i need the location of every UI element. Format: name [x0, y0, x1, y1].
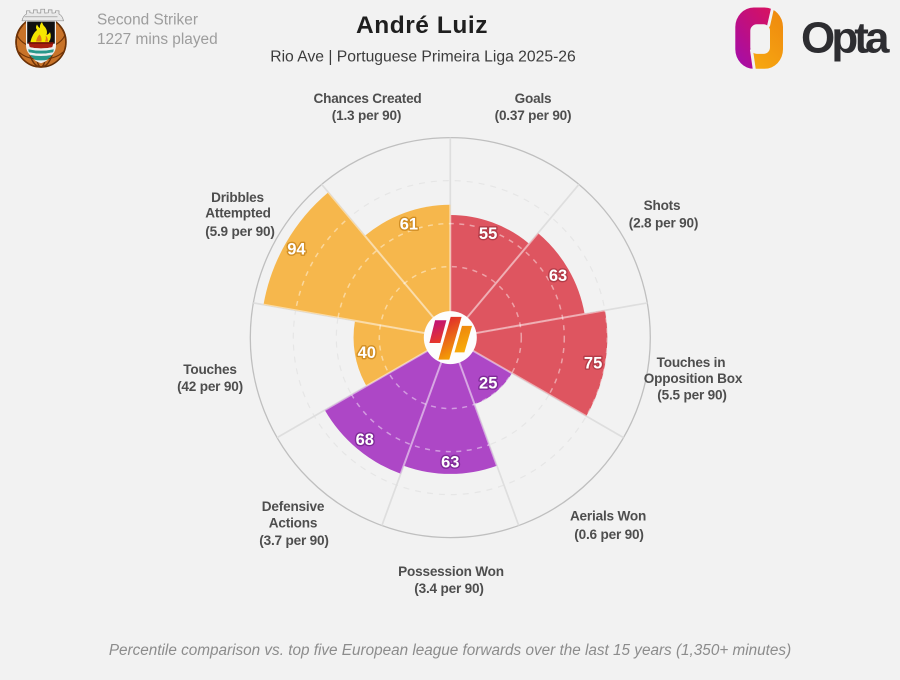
svg-text:68: 68: [356, 431, 374, 449]
svg-text:1227 mins played: 1227 mins played: [97, 31, 218, 48]
svg-text:63: 63: [549, 267, 567, 285]
svg-text:40: 40: [358, 344, 376, 362]
svg-text:Opta: Opta: [801, 14, 890, 63]
svg-text:Attempted: Attempted: [205, 206, 270, 221]
svg-text:Dribbles: Dribbles: [211, 190, 264, 205]
svg-text:75: 75: [584, 354, 602, 372]
svg-text:André Luiz: André Luiz: [356, 12, 488, 39]
svg-text:(3.4 per 90): (3.4 per 90): [414, 581, 483, 596]
svg-text:(0.37 per 90): (0.37 per 90): [495, 108, 572, 123]
svg-text:(2.8 per 90): (2.8 per 90): [629, 216, 698, 231]
svg-text:(5.9 per 90): (5.9 per 90): [205, 224, 274, 239]
svg-text:61: 61: [400, 216, 418, 234]
svg-text:Rio Ave | Portuguese Primeira: Rio Ave | Portuguese Primeira Liga 2025-…: [270, 49, 576, 66]
svg-text:Possession Won: Possession Won: [398, 564, 504, 579]
svg-text:(0.6 per 90): (0.6 per 90): [574, 527, 643, 542]
svg-text:Actions: Actions: [269, 516, 317, 531]
svg-text:Shots: Shots: [644, 198, 681, 213]
svg-text:(1.3 per 90): (1.3 per 90): [332, 108, 401, 123]
svg-text:Chances Created: Chances Created: [313, 91, 421, 106]
svg-text:55: 55: [479, 225, 497, 243]
svg-text:Percentile comparison vs. top: Percentile comparison vs. top five Europ…: [109, 642, 791, 659]
svg-text:Touches: Touches: [183, 362, 237, 377]
svg-text:(3.7 per 90): (3.7 per 90): [259, 533, 328, 548]
svg-text:94: 94: [287, 240, 306, 258]
svg-text:Touches in: Touches in: [657, 355, 726, 370]
svg-text:(5.5 per 90): (5.5 per 90): [657, 388, 726, 403]
svg-text:Goals: Goals: [515, 91, 552, 106]
svg-text:63: 63: [441, 454, 459, 472]
svg-text:25: 25: [479, 374, 497, 392]
svg-text:Aerials Won: Aerials Won: [570, 509, 646, 524]
svg-text:Defensive: Defensive: [262, 499, 325, 514]
svg-text:(42 per 90): (42 per 90): [177, 379, 243, 394]
svg-text:Opposition Box: Opposition Box: [644, 371, 743, 386]
svg-text:Second Striker: Second Striker: [97, 12, 198, 29]
